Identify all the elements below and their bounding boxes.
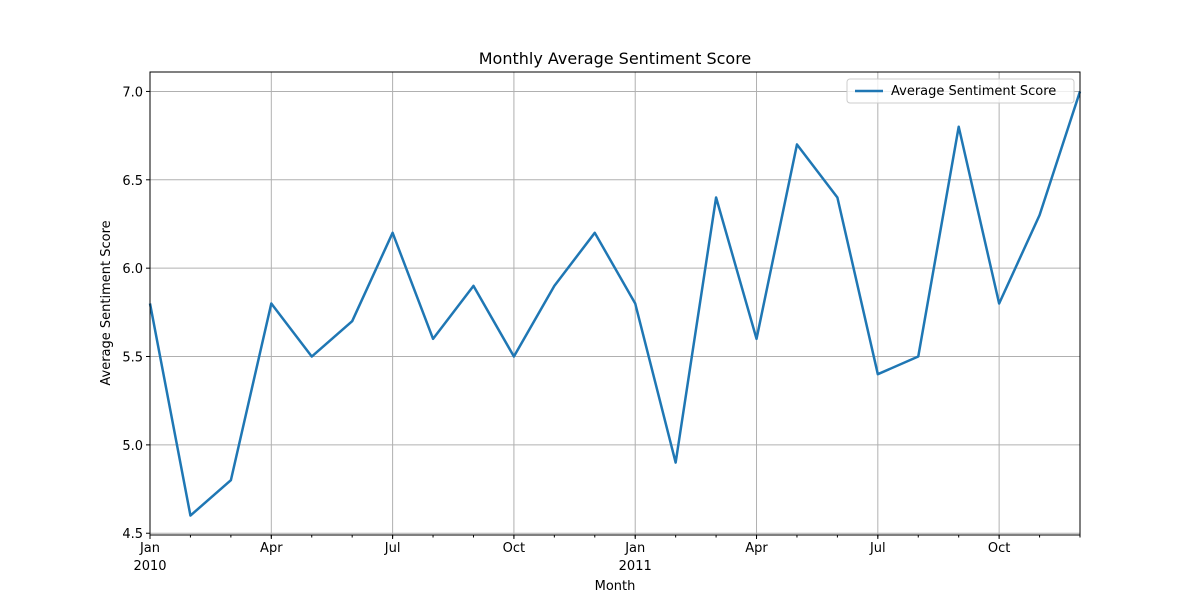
y-tick-label: 4.5: [122, 527, 143, 542]
x-tick-label: Jan: [139, 541, 160, 556]
x-tick-label: Oct: [503, 541, 525, 556]
y-tick-label: 5.5: [122, 351, 143, 366]
x-tick-year-label: 2010: [133, 559, 166, 574]
x-tick-label: Oct: [988, 541, 1010, 556]
grid-layer: [149, 72, 1080, 535]
x-axis-label: Month: [595, 579, 636, 594]
y-tick-label: 6.5: [122, 174, 143, 189]
x-tick-label: Jan: [624, 541, 645, 556]
x-tick-year-label: 2011: [619, 559, 652, 574]
series-layer: [148, 91, 1082, 517]
x-tick-label: Apr: [745, 541, 768, 556]
legend-entry-label: Average Sentiment Score: [891, 84, 1056, 99]
y-tick-label: 7.0: [122, 85, 143, 100]
y-axis-label: Average Sentiment Score: [99, 220, 114, 385]
plot-area-frame: [149, 71, 1081, 536]
chart-title: Monthly Average Sentiment Score: [479, 49, 752, 68]
legend: Average Sentiment Score: [846, 78, 1075, 104]
axis-layer: 4.5 5.0 5.5 6.0 6.5 7.0 Jan 2010 Apr Jul Oct Jan 201…: [122, 85, 1081, 574]
series-line: [148, 91, 1082, 517]
legend-box: [846, 78, 1075, 104]
y-tick-label: 5.0: [122, 439, 143, 454]
y-tick-label: 6.0: [122, 262, 143, 277]
x-tick-label: Apr: [260, 541, 283, 556]
x-tick-label: Jul: [384, 541, 401, 556]
x-tick-label: Jul: [869, 541, 886, 556]
